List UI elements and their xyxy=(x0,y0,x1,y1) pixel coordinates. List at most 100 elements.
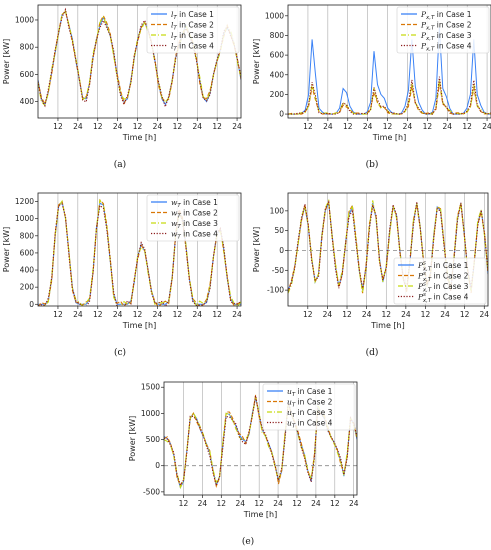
x-tick-label: 12 xyxy=(462,122,472,131)
series-line-d-case3 xyxy=(288,198,488,294)
x-tick-label: 24 xyxy=(232,310,242,319)
y-tick-label: 400 xyxy=(270,70,285,79)
x-tick-label: 12 xyxy=(381,310,391,319)
series-line-d-case4 xyxy=(288,199,488,292)
caption-d: (d) xyxy=(365,348,379,358)
y-tick-label: 400 xyxy=(20,266,35,275)
x-tick-label: 12 xyxy=(212,310,222,319)
x-axis-label: Time [h] xyxy=(122,321,156,330)
legend-label-case4: uT in Case 4 xyxy=(287,418,333,429)
y-tick-label: 0 xyxy=(279,110,284,119)
caption-b: (b) xyxy=(365,160,379,170)
legend-box xyxy=(262,383,356,431)
legend-label-case2: uT in Case 2 xyxy=(287,397,333,408)
x-axis-label: Time [h] xyxy=(243,510,277,519)
y-axis-label: Power [kW] xyxy=(128,416,137,462)
y-tick-label: 600 xyxy=(20,248,35,257)
chart-e: -500 0 500 1000 1500 12 24 12 24 12 24 12 24 12 24 Time… xyxy=(128,381,359,519)
y-tick-label: 600 xyxy=(270,51,285,60)
y-tick-label: 800 xyxy=(20,231,35,240)
y-tick-label: 200 xyxy=(20,283,35,292)
legend-label-case4: Px,T in Case 4 xyxy=(420,41,472,52)
x-tick-label: 12 xyxy=(53,310,63,319)
x-tick-label: 24 xyxy=(401,310,411,319)
legend-label-case4: wT in Case 4 xyxy=(171,229,218,240)
series-line-a-case3 xyxy=(38,10,241,107)
x-tick-label: 12 xyxy=(212,122,222,131)
legend-label-case1: uT in Case 1 xyxy=(287,387,333,398)
legend-label-case3: Ps x,T in Case 3 xyxy=(417,281,469,293)
x-tick-label: 24 xyxy=(482,122,491,131)
caption-a: (a) xyxy=(113,160,127,170)
x-tick-label: 24 xyxy=(235,499,245,508)
x-tick-label: 12 xyxy=(93,310,103,319)
series-line-b-case4 xyxy=(288,76,491,115)
series-line-b-case3 xyxy=(288,79,491,115)
legend-e: uT in Case 1uT in Case 2uT in Case 3uT i… xyxy=(262,383,356,431)
x-axis-label: Time [h] xyxy=(370,321,404,330)
y-axis-label: Power [kW] xyxy=(2,39,11,85)
x-tick-label: 12 xyxy=(342,310,352,319)
legend-label-case1: wT in Case 1 xyxy=(171,198,218,209)
chart-b: 0 200 400 600 800 1000 12 24 12 24 12 24 12 24 12 24 Tim… xyxy=(252,4,491,142)
x-tick-label: 24 xyxy=(198,499,208,508)
x-tick-label: 12 xyxy=(173,122,183,131)
legend-b: Px,T in Case 1Px,T in Case 2Px,T in Case… xyxy=(396,6,490,54)
legend-label-case1: lT in Case 1 xyxy=(171,10,214,21)
x-tick-label: 12 xyxy=(292,499,302,508)
series-line-a-case4 xyxy=(38,7,241,109)
legend-label-case4: Ps x,T in Case 4 xyxy=(417,292,469,304)
legend-d: Ps x,T in Case 1Ps x,T in Case 2Ps x,T in C… xyxy=(393,257,487,305)
legend-box xyxy=(396,6,490,54)
x-tick-label: 12 xyxy=(383,122,393,131)
legend-label-case1: Px,T in Case 1 xyxy=(420,10,472,21)
y-tick-label: 200 xyxy=(270,90,285,99)
caption-c: (c) xyxy=(113,348,127,358)
legend-box xyxy=(393,257,487,305)
y-tick-label: 1000 xyxy=(15,214,34,223)
y-tick-label: 50 xyxy=(274,226,284,235)
y-tick-label: 1000 xyxy=(141,409,160,418)
x-axis-label: Time [h] xyxy=(372,133,406,142)
legend-label-case3: wT in Case 3 xyxy=(171,219,218,230)
x-tick-label: 12 xyxy=(179,499,189,508)
x-tick-label: 24 xyxy=(153,122,163,131)
x-tick-label: 12 xyxy=(133,310,143,319)
y-tick-label: 500 xyxy=(146,435,161,444)
x-tick-label: 24 xyxy=(113,122,123,131)
y-tick-label: 1200 xyxy=(15,197,34,206)
legend-label-case4: lT in Case 4 xyxy=(171,41,214,52)
x-tick-label: 12 xyxy=(303,122,313,131)
x-tick-label: 24 xyxy=(273,499,283,508)
plot-frame xyxy=(37,4,242,119)
legend-label-case1: Ps x,T in Case 1 xyxy=(417,260,469,272)
x-axis-label: Time [h] xyxy=(122,133,156,142)
x-tick-label: 24 xyxy=(73,310,83,319)
legend-label-case3: Px,T in Case 3 xyxy=(420,31,472,42)
y-tick-label: 1000 xyxy=(265,11,284,20)
x-tick-label: 24 xyxy=(442,122,452,131)
x-tick-label: 12 xyxy=(53,122,63,131)
plot-frame xyxy=(287,4,491,119)
y-tick-label: 400 xyxy=(20,97,35,106)
legend-a: lT in Case 1lT in Case 2lT in Case 3lT i… xyxy=(146,6,240,54)
series-line-e-case4 xyxy=(164,395,357,488)
x-tick-label: 24 xyxy=(311,499,321,508)
y-tick-label: 600 xyxy=(20,70,35,79)
plot-frame xyxy=(163,381,358,496)
x-tick-label: 12 xyxy=(343,122,353,131)
x-tick-label: 12 xyxy=(254,499,264,508)
legend-box xyxy=(146,6,240,54)
x-tick-label: 24 xyxy=(363,122,373,131)
x-tick-label: 24 xyxy=(153,310,163,319)
x-tick-label: 24 xyxy=(113,310,123,319)
y-tick-label: -50 xyxy=(272,266,284,275)
chart-c: 0 200 400 600 800 1000 1200 12 24 12 24 12 24 12 24 12 2… xyxy=(2,192,242,330)
plot-frame xyxy=(287,192,489,307)
plot-frame xyxy=(37,192,242,307)
legend-label-case2: lT in Case 2 xyxy=(171,20,214,31)
x-tick-label: 24 xyxy=(323,122,333,131)
x-tick-label: 24 xyxy=(192,122,202,131)
y-tick-label: 0 xyxy=(279,246,284,255)
